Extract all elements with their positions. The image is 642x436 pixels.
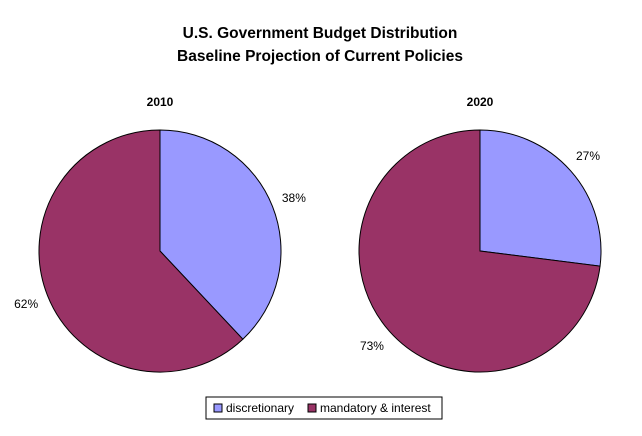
legend-swatch-discretionary: [213, 403, 223, 413]
legend-label-discretionary: discretionary: [226, 401, 294, 415]
chart-title-line2: Baseline Projection of Current Policies: [177, 48, 463, 65]
legend: discretionary mandatory & interest: [205, 396, 443, 420]
pie-2010-label-mandatory-interest: 62%: [14, 297, 38, 311]
pie-2010-slice-discretionary: [159, 129, 282, 340]
legend-label-mandatory-interest: mandatory & interest: [320, 401, 431, 415]
pie-2020-title: 2020: [467, 95, 494, 109]
legend-box: [205, 396, 443, 420]
pie-2020-label-discretionary: 27%: [576, 149, 600, 163]
pie-2020: 27% 73%: [358, 129, 602, 373]
pie-2020-slice-mandatory-interest: [358, 129, 601, 373]
pie-2010-slice-mandatory-interest: [38, 129, 244, 373]
chart-title-line1: U.S. Government Budget Distribution: [183, 25, 458, 42]
pie-2010-label-discretionary: 38%: [282, 191, 306, 205]
legend-swatch-mandatory-interest: [307, 403, 317, 413]
pie-2020-label-mandatory-interest: 73%: [360, 339, 384, 353]
pie-2010: 38% 62%: [14, 129, 306, 373]
pie-2020-slice-discretionary: [479, 129, 602, 267]
pie-2010-title: 2010: [147, 95, 174, 109]
